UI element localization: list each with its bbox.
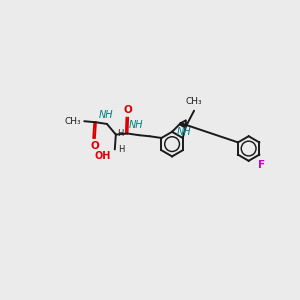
Text: O: O bbox=[124, 105, 133, 115]
Text: O: O bbox=[91, 141, 99, 151]
Text: H: H bbox=[117, 130, 124, 139]
Text: NH: NH bbox=[177, 127, 191, 137]
Text: F: F bbox=[258, 160, 265, 170]
Text: CH₃: CH₃ bbox=[65, 117, 81, 126]
Text: H: H bbox=[118, 146, 124, 154]
Text: CH₃: CH₃ bbox=[186, 97, 202, 106]
Text: NH: NH bbox=[98, 110, 113, 120]
Text: OH: OH bbox=[94, 151, 111, 161]
Text: NH: NH bbox=[128, 120, 143, 130]
